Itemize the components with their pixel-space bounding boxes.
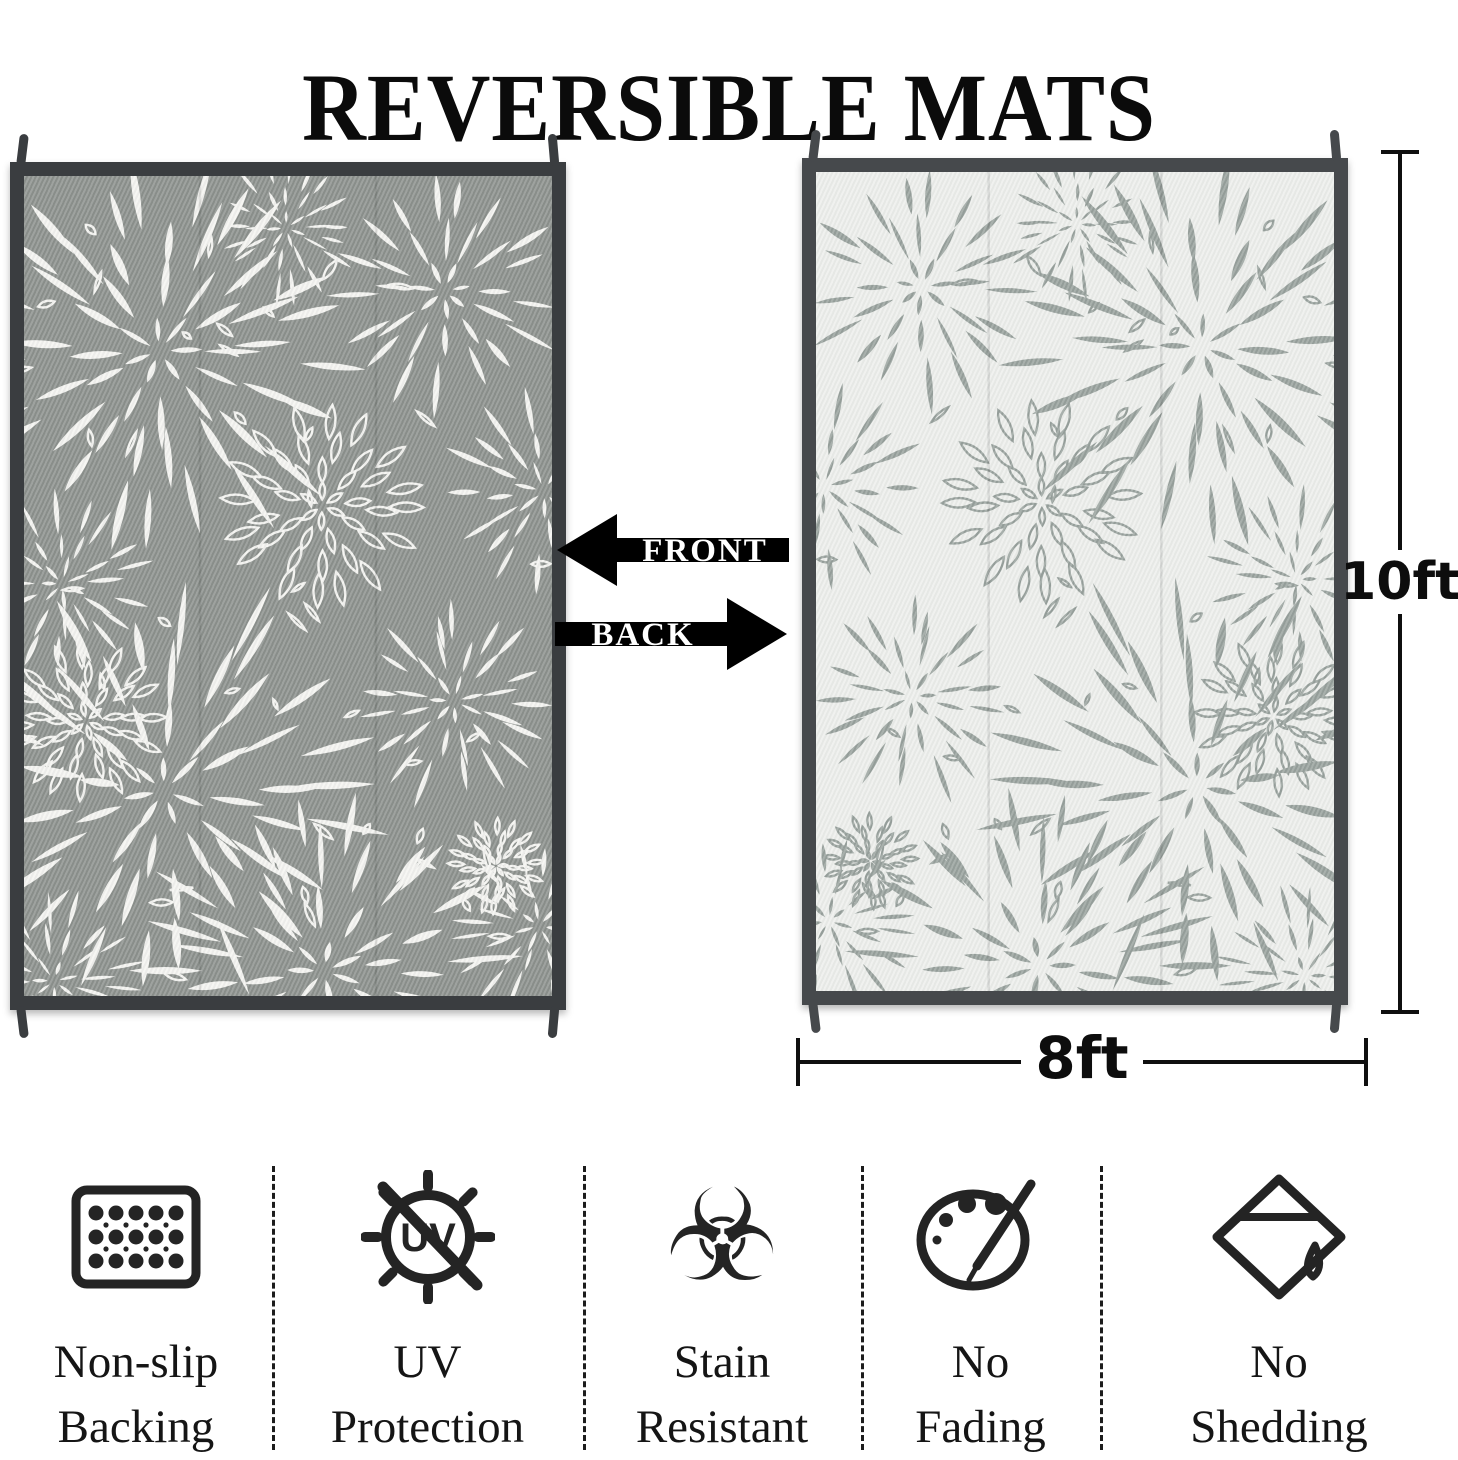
front-mat-image: [10, 133, 566, 1039]
dimension-end-cap: [1381, 150, 1419, 154]
corner-loop-tab: [808, 1000, 821, 1034]
feature-label-line: No: [1250, 1336, 1308, 1388]
feature-label-line: Fading: [915, 1400, 1046, 1453]
feature-divider: [583, 1166, 586, 1450]
feature-label: Non-slip Backing: [0, 1330, 272, 1460]
feature-label: Stain Resistant: [583, 1330, 861, 1460]
width-dimension-line: [1142, 1060, 1365, 1064]
feature-divider: [272, 1166, 275, 1450]
feature-label-line: Backing: [57, 1400, 215, 1453]
height-dimension-line: [1398, 614, 1402, 1010]
height-dimension: 10ft: [1340, 150, 1458, 1014]
corner-loop-tab: [16, 1005, 29, 1039]
feature-label-line: Stain: [673, 1336, 771, 1388]
back-mat-floral-pattern: [816, 172, 1334, 991]
feature-stain-resistant: ☣ Stain Resistant: [583, 1158, 861, 1453]
back-mat-image: [802, 129, 1348, 1034]
width-dimension: 8ft: [796, 1024, 1369, 1094]
front-arrow: [557, 514, 789, 586]
front-mat-floral-pattern: [24, 176, 552, 996]
no-fading-palette-icon: [911, 1172, 1051, 1302]
height-dimension-label: 10ft: [1340, 552, 1458, 612]
feature-label-line: Protection: [330, 1400, 525, 1453]
feature-no-shedding: No Shedding: [1100, 1158, 1458, 1453]
corner-loop-tab: [547, 1005, 560, 1039]
corner-loop-tab: [16, 133, 29, 167]
feature-label: No Fading: [861, 1330, 1100, 1460]
feature-uv-protection: UV UV Protection: [272, 1158, 583, 1453]
feature-label-line: Non-slip: [53, 1336, 219, 1388]
page-title: REVERSIBLE MATS: [302, 54, 1156, 162]
no-shedding-bucket-icon: [1209, 1171, 1349, 1303]
height-dimension-line: [1398, 154, 1402, 550]
feature-no-fading: No Fading: [861, 1158, 1100, 1453]
back-arrow: [555, 598, 787, 670]
width-dimension-label: 8ft: [1035, 1024, 1129, 1092]
stain-resistant-biohazard-icon: ☣: [664, 1162, 780, 1311]
feature-label-line: Resistant: [635, 1400, 809, 1453]
feature-divider: [1100, 1166, 1103, 1450]
dimension-end-cap: [1364, 1038, 1369, 1086]
dimension-end-cap: [1381, 1010, 1419, 1014]
feature-label: No Shedding: [1100, 1330, 1458, 1460]
feature-non-slip-backing: Non-slip Backing: [0, 1158, 272, 1453]
feature-label-line: UV: [393, 1336, 462, 1388]
non-slip-backing-icon: [70, 1184, 202, 1290]
dimension-end-cap: [796, 1038, 800, 1086]
front-back-arrows: FRONT BACK: [555, 514, 789, 670]
corner-loop-tab: [1329, 1000, 1342, 1034]
feature-label-line: Shedding: [1190, 1400, 1368, 1453]
uv-protection-icon: UV: [360, 1170, 495, 1304]
feature-label: UV Protection: [272, 1330, 583, 1460]
width-dimension-line: [800, 1060, 1022, 1064]
feature-label-line: No: [951, 1336, 1010, 1388]
back-arrow-label: BACK: [591, 617, 694, 653]
front-arrow-label: FRONT: [642, 533, 768, 569]
feature-divider: [861, 1166, 864, 1450]
